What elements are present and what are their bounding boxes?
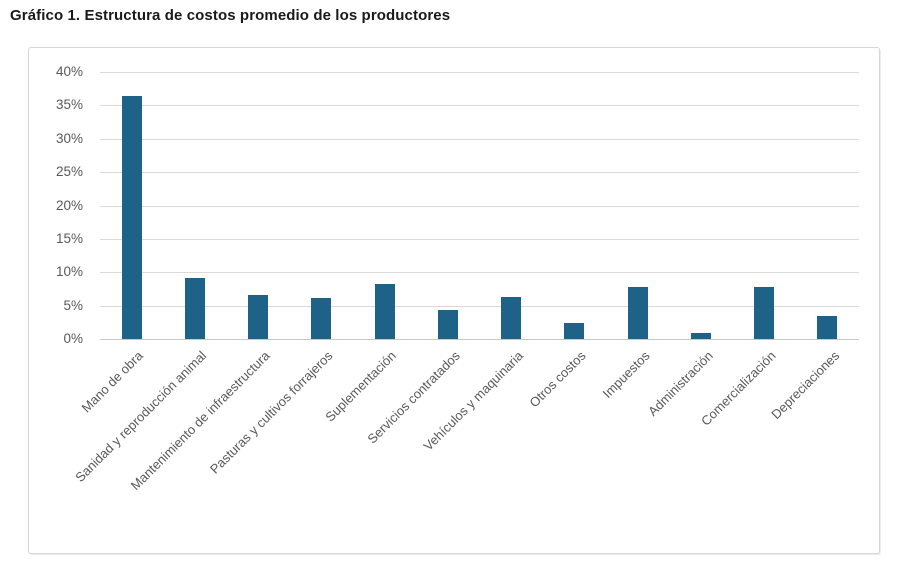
bar-1	[184, 278, 205, 339]
gridline-35	[100, 105, 859, 107]
chart-frame: 0% 5% 10% 15% 20% 25% 30% 35% 40% Mano de obra San…	[28, 47, 880, 554]
gridline-15	[100, 238, 859, 240]
bar-2	[248, 294, 269, 339]
gridline-5	[100, 305, 859, 307]
bar-6	[501, 296, 522, 339]
gridline-40	[100, 72, 859, 73]
bar-4	[374, 283, 395, 339]
bar-0	[121, 96, 142, 339]
bar-10	[754, 286, 775, 339]
y-tick-label-10: 10%	[55, 264, 83, 280]
bar-7	[564, 322, 585, 339]
x-tick-label-1: Sanidad y reproducción animal	[72, 348, 210, 485]
chart-title: Gráfico 1. Estructura de costos promedio…	[10, 7, 451, 24]
gridline-10	[100, 272, 859, 274]
gridline-25	[100, 172, 859, 174]
y-tick-label-35: 35%	[55, 97, 83, 113]
gridline-20	[100, 205, 859, 207]
gridline-30	[100, 138, 859, 140]
y-tick-label-30: 30%	[55, 130, 83, 146]
bar-3	[311, 298, 332, 339]
y-tick-label-0: 0%	[63, 331, 83, 346]
y-tick-label-40: 40%	[55, 64, 83, 79]
y-tick-label-5: 5%	[63, 297, 83, 313]
y-tick-label-20: 20%	[55, 197, 83, 213]
x-axis-line	[100, 339, 859, 340]
x-tick-label-7: Otros costos	[526, 348, 589, 411]
bar-8	[627, 286, 648, 339]
x-tick-label-11: Depreciaciones	[768, 348, 842, 422]
x-tick-label-0: Mano de obra	[78, 348, 147, 416]
y-tick-label-25: 25%	[55, 164, 83, 180]
x-tick-label-3: Pasturas y cultivos forrajeros	[207, 348, 336, 477]
bar-9	[690, 332, 711, 339]
x-tick-label-8: Impuestos	[599, 348, 653, 402]
y-tick-label-15: 15%	[55, 230, 83, 246]
bar-11	[817, 315, 838, 339]
bar-5	[437, 310, 458, 339]
x-tick-label-9: Administración	[644, 348, 716, 419]
